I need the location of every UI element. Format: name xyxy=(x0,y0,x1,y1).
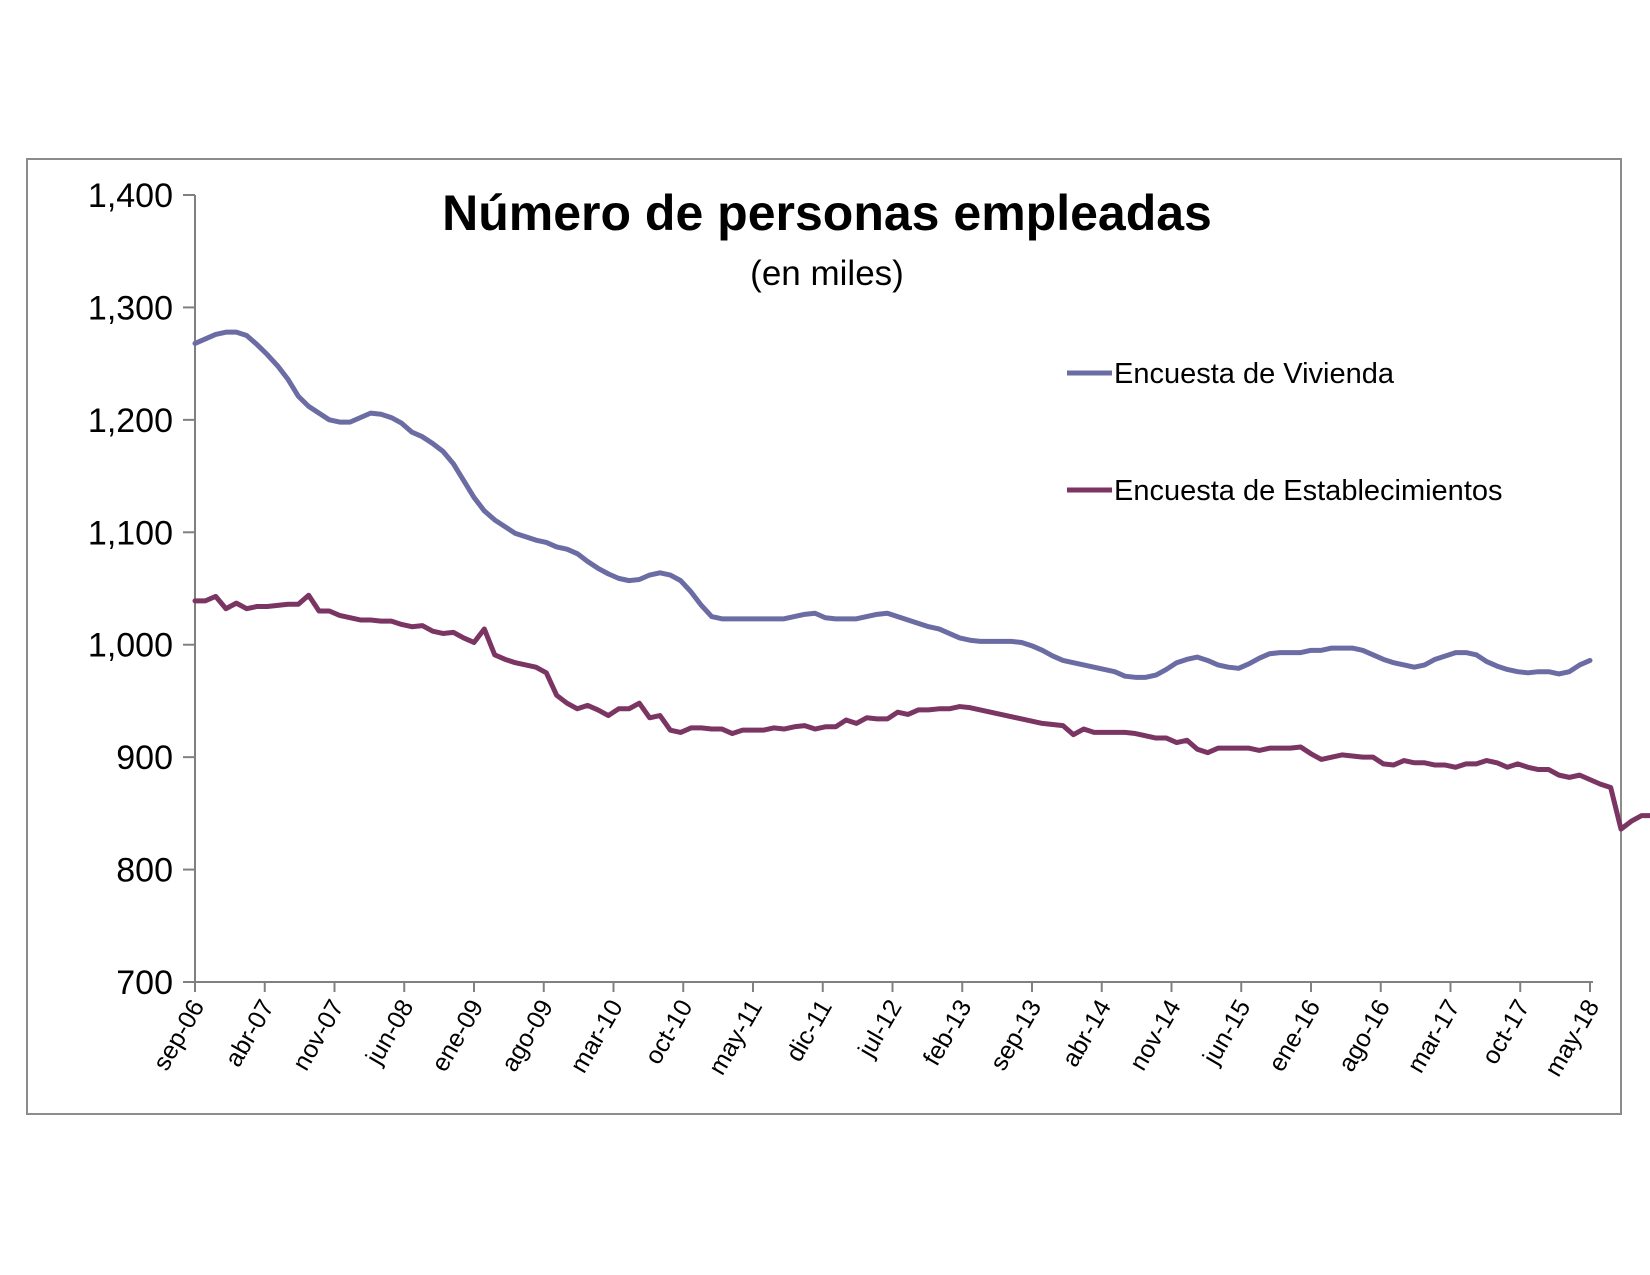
x-tick-label: nov-07 xyxy=(287,995,349,1075)
x-tick-label: feb-13 xyxy=(918,995,978,1070)
x-tick-label: jul-12 xyxy=(852,995,907,1063)
x-tick-label: oct-10 xyxy=(639,995,698,1069)
x-tick-label: sep-06 xyxy=(148,995,210,1075)
legend-label: Encuesta de Establecimientos xyxy=(1114,475,1503,507)
y-tick-label: 1,000 xyxy=(88,627,173,665)
x-tick-label: abr-07 xyxy=(220,995,280,1072)
x-tick-label: ago-16 xyxy=(1333,995,1396,1076)
y-tick-label: 1,100 xyxy=(88,514,173,552)
x-axis-ticks: sep-06 abr-07 nov-07 jun-08 ene-09 ago-09 mar-… xyxy=(148,982,1605,1081)
y-tick-label: 1,400 xyxy=(88,177,173,215)
y-tick-label: 1,200 xyxy=(88,402,173,440)
x-tick-label: jun-15 xyxy=(1197,995,1256,1070)
axes xyxy=(194,195,1593,983)
chart-title-group: Número de personas empleadas (en miles) xyxy=(442,185,1212,293)
x-tick-label: jun-08 xyxy=(360,995,419,1070)
chart-subtitle: (en miles) xyxy=(750,254,904,293)
y-tick-label: 700 xyxy=(116,964,173,1002)
y-tick-label: 900 xyxy=(116,739,173,777)
chart-title: Número de personas empleadas xyxy=(442,185,1212,241)
legend-label: Encuesta de Vivienda xyxy=(1114,358,1395,390)
series-lines xyxy=(192,329,1650,832)
x-tick-label: ene-09 xyxy=(426,995,489,1076)
series-line-establecimientos xyxy=(192,592,1650,832)
x-tick-label: dic-11 xyxy=(781,995,838,1066)
x-tick-label: nov-14 xyxy=(1124,995,1187,1075)
x-tick-label: oct-17 xyxy=(1476,995,1535,1069)
legend: Encuesta de Vivienda Encuesta de Establec… xyxy=(1067,358,1503,507)
x-tick-label: mar-17 xyxy=(1402,995,1466,1078)
y-tick-label: 1,300 xyxy=(88,289,173,327)
x-tick-label: may-18 xyxy=(1539,995,1605,1081)
chart-frame xyxy=(26,158,1622,1115)
series-line-vivienda xyxy=(192,329,1593,680)
x-tick-label: sep-13 xyxy=(985,995,1047,1075)
y-axis-ticks: 1,400 1,300 1,200 1,100 1,000 900 800 700 xyxy=(88,177,195,1002)
x-tick-label: abr-14 xyxy=(1057,995,1117,1072)
y-tick-label: 800 xyxy=(116,852,173,890)
x-tick-label: may-11 xyxy=(703,995,768,1080)
x-tick-label: ago-09 xyxy=(496,995,559,1076)
x-tick-label: ene-16 xyxy=(1263,995,1326,1076)
x-tick-label: mar-10 xyxy=(565,995,629,1078)
